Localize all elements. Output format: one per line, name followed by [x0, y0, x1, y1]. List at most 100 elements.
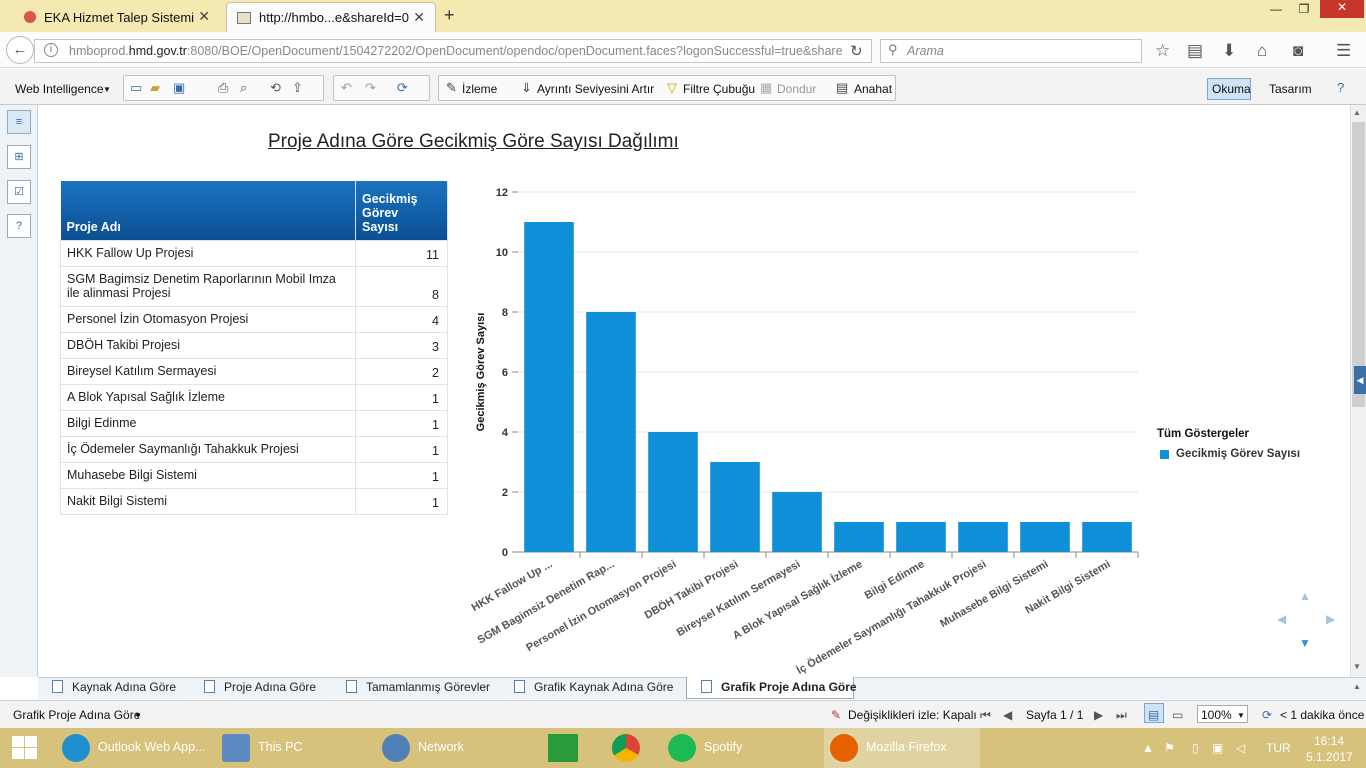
help-icon[interactable]: ?: [1337, 80, 1345, 95]
next-page-icon[interactable]: ▶: [1094, 708, 1104, 722]
export-icon[interactable]: ⇪: [292, 80, 303, 95]
prev-page-icon[interactable]: ◀: [1003, 708, 1013, 722]
scroll-up-icon[interactable]: ▲: [1353, 108, 1361, 117]
table-row[interactable]: Muhasebe Bilgi Sistemi 1: [60, 461, 448, 489]
refresh-status-icon[interactable]: ⟳: [1262, 708, 1273, 722]
zoom-select[interactable]: [1197, 705, 1248, 723]
undo-icon[interactable]: ↶: [341, 80, 352, 95]
outline-button[interactable]: Anahat: [854, 82, 893, 96]
back-icon[interactable]: ←: [6, 36, 34, 64]
url-bar[interactable]: hmboprod.hmd.gov.tr:8080/BOE/OpenDocumen…: [34, 39, 872, 63]
new-document-icon[interactable]: ▭: [130, 80, 143, 95]
pan-up-icon[interactable]: ▲: [1299, 589, 1311, 603]
scrollbar-thumb[interactable]: [1352, 122, 1365, 407]
close-tab-icon[interactable]: ✕: [413, 9, 425, 25]
first-page-icon[interactable]: ⏮: [980, 708, 991, 722]
quick-display-icon[interactable]: ▤: [1148, 708, 1160, 722]
save-icon[interactable]: ▣: [173, 80, 186, 95]
taskbar-spotify[interactable]: Spotify: [662, 728, 818, 768]
table-row[interactable]: Bilgi Edinme 1: [60, 409, 448, 437]
download-icon[interactable]: ⬇: [1222, 41, 1237, 60]
table-row[interactable]: Personel İzin Otomasyon Projesi 4: [60, 305, 448, 333]
table-row[interactable]: HKK Fallow Up Projesi 11: [60, 239, 448, 267]
reading-mode-button[interactable]: Okuma: [1212, 82, 1251, 96]
pan-down-icon[interactable]: ▼: [1299, 636, 1311, 650]
open-folder-icon[interactable]: ▰: [150, 80, 160, 95]
web-intelligence-menu[interactable]: Web Intelligence: [15, 82, 104, 96]
design-mode-button[interactable]: Tasarım: [1269, 82, 1312, 96]
history-icon[interactable]: ⟲: [270, 80, 281, 95]
store-icon[interactable]: [548, 734, 578, 762]
table-row[interactable]: A Blok Yapısal Sağlık İzleme 1: [60, 383, 448, 411]
navigation-map-icon[interactable]: ⊞: [7, 145, 31, 169]
freeze-button[interactable]: Dondur: [777, 82, 817, 96]
maximize-icon[interactable]: ❐: [1298, 2, 1310, 16]
table-row[interactable]: SGM Bagimsiz Denetim Raporlarının Mobil …: [60, 265, 448, 307]
page-mode-icon[interactable]: ▭: [1172, 708, 1184, 722]
menu-icon[interactable]: ☰: [1336, 41, 1352, 60]
refresh-icon[interactable]: ⟳: [397, 80, 408, 95]
clock-date[interactable]: 5.1.2017: [1306, 750, 1353, 764]
chevron-down-icon[interactable]: ▼: [103, 85, 111, 94]
new-tab-icon[interactable]: +: [444, 5, 455, 25]
last-page-icon[interactable]: ⏭: [1116, 708, 1127, 722]
windows-start-icon[interactable]: [12, 736, 38, 760]
redo-icon[interactable]: ↷: [365, 80, 376, 95]
battery-icon[interactable]: ▯: [1192, 741, 1199, 755]
table-row[interactable]: Nakit Bilgi Sistemi 1: [60, 487, 448, 515]
device-icon[interactable]: ▣: [1212, 741, 1224, 755]
track-changes-status[interactable]: Değişiklikleri izle: Kapalı: [848, 708, 977, 722]
report-tab[interactable]: Grafik Kaynak Adına Göre: [500, 677, 684, 699]
chrome-icon[interactable]: [612, 734, 640, 762]
taskbar-firefox[interactable]: Mozilla Firefox: [824, 728, 980, 768]
count-cell: 2: [355, 357, 448, 385]
header-line: Sayısı: [362, 219, 399, 234]
table-row[interactable]: DBÖH Takibi Projesi 3: [60, 331, 448, 359]
table-row[interactable]: İç Ödemeler Saymanlığı Tahakkuk Projesi 1: [60, 435, 448, 463]
bookmark-star-icon[interactable]: ☆: [1155, 41, 1171, 60]
input-controls-icon[interactable]: ☑: [7, 180, 31, 204]
taskbar-outlook[interactable]: Outlook Web App...: [56, 728, 212, 768]
tray-expand-icon[interactable]: ▲: [1142, 741, 1154, 755]
table-row[interactable]: Bireysel Katılım Sermayesi 2: [60, 357, 448, 385]
report-tab[interactable]: Kaynak Adına Göre: [38, 677, 188, 699]
project-name-cell: Bilgi Edinme: [60, 409, 356, 437]
pan-right-icon[interactable]: ▶: [1326, 612, 1336, 626]
minimize-icon[interactable]: —: [1270, 2, 1282, 16]
drill-button[interactable]: Ayrıntı Seviyesini Artır: [537, 82, 655, 96]
page-indicator[interactable]: Sayfa 1 / 1: [1026, 708, 1084, 722]
taskbar-this-pc[interactable]: This PC: [216, 728, 372, 768]
volume-icon[interactable]: ◁: [1236, 741, 1246, 755]
scroll-down-icon[interactable]: ▼: [1353, 662, 1361, 671]
tabs-scroll-icon[interactable]: ▲: [1353, 682, 1361, 691]
pan-left-icon[interactable]: ◀: [1277, 612, 1287, 626]
pocket-icon[interactable]: ◙: [1293, 41, 1304, 60]
chevron-down-icon[interactable]: ▼: [1237, 711, 1245, 720]
report-tab[interactable]: Proje Adına Göre: [190, 677, 330, 699]
window-close-icon[interactable]: ✕: [1320, 0, 1364, 18]
taskbar-network[interactable]: Network: [376, 728, 532, 768]
reading-list-icon[interactable]: ▤: [1187, 41, 1204, 60]
computer-icon: [222, 734, 250, 762]
flag-icon[interactable]: ⚑: [1164, 741, 1175, 755]
help-panel-icon[interactable]: ?: [7, 214, 31, 238]
document-summary-icon[interactable]: ≡: [7, 110, 31, 134]
chevron-down-icon[interactable]: ▼: [134, 711, 142, 720]
filter-bar-button[interactable]: Filtre Çubuğu: [683, 82, 756, 96]
panel-collapse-icon[interactable]: ◀: [1354, 366, 1366, 394]
report-tab[interactable]: Tamamlanmış Görevler: [332, 677, 500, 699]
search-input[interactable]: Arama: [880, 39, 1142, 63]
print-icon[interactable]: ⎙: [218, 80, 229, 95]
clock-time[interactable]: 16:14: [1314, 734, 1345, 748]
close-tab-icon[interactable]: ✕: [198, 8, 210, 24]
language-indicator[interactable]: TUR: [1266, 741, 1291, 755]
find-icon[interactable]: ⌕: [240, 80, 248, 95]
browser-tab-active[interactable]: http://hmbo...e&shareId=0 ✕: [226, 2, 436, 32]
izleme-button[interactable]: İzleme: [462, 82, 498, 96]
home-icon[interactable]: ⌂: [1257, 41, 1268, 60]
info-icon[interactable]: i: [44, 43, 58, 57]
browser-tab-eka[interactable]: EKA Hizmet Talep Sistemi ✕: [14, 2, 220, 32]
reload-icon[interactable]: ↻: [850, 43, 863, 60]
current-sheet-selector[interactable]: Grafik Proje Adına Göre: [13, 708, 141, 722]
report-tab-active[interactable]: Grafik Proje Adına Göre: [686, 677, 857, 699]
